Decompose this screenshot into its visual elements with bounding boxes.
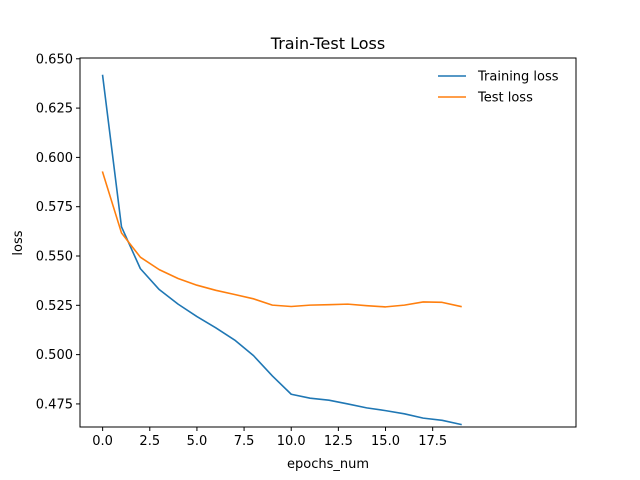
series-line-0 <box>101 74 462 426</box>
y-tick-label: 0.525 <box>36 299 73 314</box>
y-tick-label: 0.600 <box>36 151 73 166</box>
x-tick-label: 17.5 <box>418 434 447 449</box>
x-tick-label: 2.5 <box>139 434 160 449</box>
x-axis: 0.0 2.5 5.0 7.5 10.0 12.5 15.0 17.5 <box>92 427 447 449</box>
legend-label-0: Training loss <box>477 70 559 85</box>
y-tick-label: 0.475 <box>36 397 73 412</box>
legend: Training loss Test loss <box>438 70 559 106</box>
x-tick-label: 7.5 <box>234 434 255 449</box>
x-tick-label: 15.0 <box>371 434 400 449</box>
x-tick-label: 0.0 <box>92 434 113 449</box>
y-tick-label: 0.650 <box>36 52 73 67</box>
y-tick-label: 0.550 <box>36 250 73 265</box>
chart-title: Train-Test Loss <box>270 34 385 53</box>
plot-area <box>101 74 462 426</box>
legend-label-1: Test loss <box>477 91 533 106</box>
x-tick-label: 10.0 <box>277 434 306 449</box>
x-tick-label: 5.0 <box>187 434 208 449</box>
plot-frame <box>79 57 577 428</box>
y-axis: 0.475 0.500 0.525 0.550 0.575 0.600 0.625 0.650 <box>36 52 80 412</box>
y-tick-label: 0.575 <box>36 200 73 215</box>
x-axis-label: epochs_num <box>287 457 369 472</box>
y-tick-label: 0.500 <box>36 348 73 363</box>
series-line-1 <box>101 171 462 308</box>
x-tick-label: 12.5 <box>324 434 353 449</box>
y-axis-label: loss <box>11 230 26 255</box>
y-tick-label: 0.625 <box>36 102 73 117</box>
